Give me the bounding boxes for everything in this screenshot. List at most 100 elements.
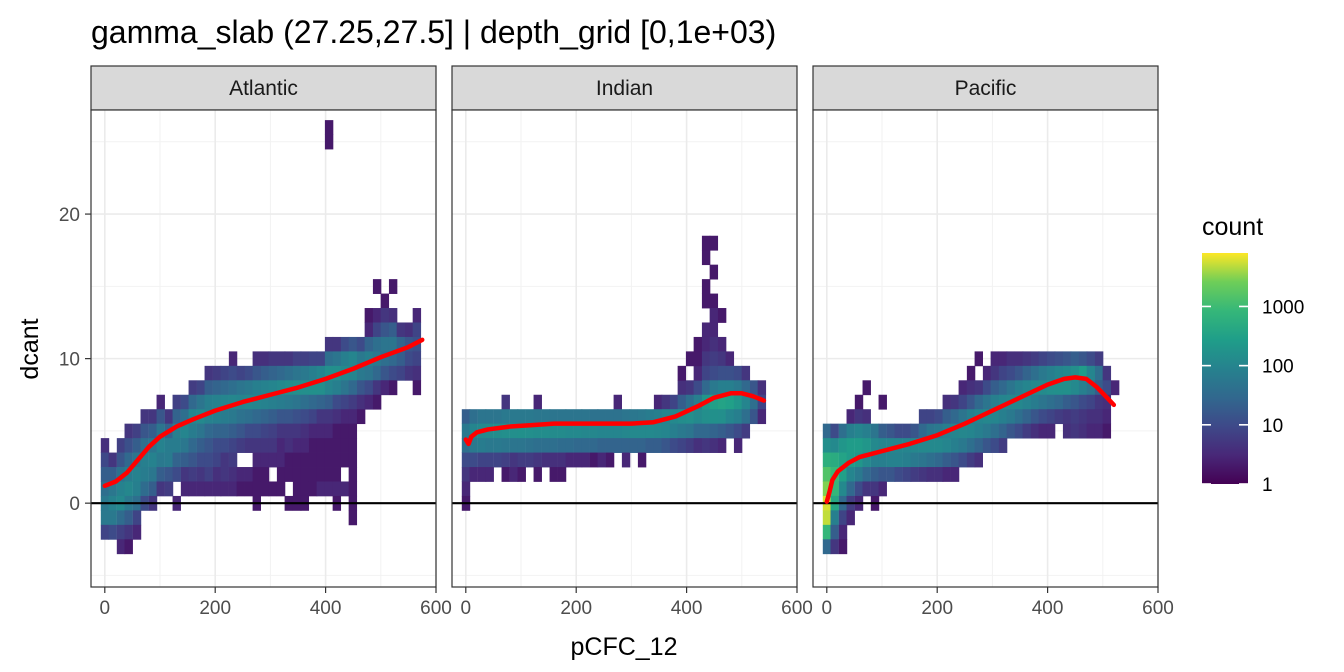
heatmap-bin xyxy=(990,394,1000,410)
heatmap-bin xyxy=(284,423,294,439)
x-axis-title: pCFC_12 xyxy=(571,633,678,661)
heatmap-bin xyxy=(1014,409,1024,425)
heatmap-bin xyxy=(725,423,735,439)
heatmap-bin xyxy=(140,481,149,497)
heatmap-bin xyxy=(477,409,487,425)
heatmap-bin xyxy=(501,438,510,453)
heatmap-bin xyxy=(501,452,510,468)
heatmap-bin xyxy=(717,365,727,381)
heatmap-bin xyxy=(124,524,133,540)
heatmap-bin xyxy=(388,380,398,396)
heatmap-bin xyxy=(677,409,687,425)
heatmap-bin xyxy=(204,481,213,497)
heatmap-bin xyxy=(316,452,326,468)
heatmap-bin xyxy=(469,438,478,453)
heatmap-bin xyxy=(822,510,832,526)
heatmap-bin xyxy=(581,452,590,468)
heatmap-bin xyxy=(276,351,286,367)
heatmap-bin xyxy=(701,235,711,251)
heatmap-bin xyxy=(348,452,358,468)
heatmap-bin xyxy=(324,380,334,396)
heatmap-bin xyxy=(557,452,567,468)
facet-panel-pacific: Pacific 0 200 400 600 xyxy=(812,65,1174,619)
heatmap-bin xyxy=(1054,351,1064,367)
heatmap-bin xyxy=(565,423,574,439)
heatmap-bin xyxy=(132,467,142,482)
heatmap-bin xyxy=(950,423,960,439)
heatmap-bin xyxy=(252,481,261,497)
heatmap-bin xyxy=(252,380,261,396)
heatmap-bin xyxy=(1038,409,1048,425)
heatmap-bin xyxy=(621,409,631,425)
heatmap-bin xyxy=(629,438,639,453)
heatmap-bin xyxy=(188,467,197,482)
heatmap-bin xyxy=(822,524,832,540)
heatmap-bin xyxy=(1094,394,1104,410)
heatmap-bin xyxy=(268,423,278,439)
heatmap-bin xyxy=(1022,409,1032,425)
heatmap-bin xyxy=(974,394,983,410)
heatmap-bin xyxy=(1070,423,1080,439)
heatmap-bin xyxy=(709,351,719,367)
heatmap-bin xyxy=(1022,351,1032,367)
heatmap-bin xyxy=(685,409,695,425)
heatmap-bin xyxy=(332,336,342,352)
heatmap-bin xyxy=(228,380,238,396)
heatmap-bin xyxy=(709,235,719,251)
heatmap-bin xyxy=(1078,380,1088,396)
heatmap-bin xyxy=(461,423,471,439)
y-tick-label: 10 xyxy=(59,350,80,371)
heatmap-bin xyxy=(1014,380,1024,396)
heatmap-bin xyxy=(1046,409,1056,425)
heatmap-bin xyxy=(870,423,880,439)
heatmap-bin xyxy=(509,467,519,482)
heatmap-bin xyxy=(316,467,326,482)
heatmap-bin xyxy=(693,394,703,410)
heatmap-bin xyxy=(549,452,558,468)
heatmap-bin xyxy=(838,524,848,540)
heatmap-bin xyxy=(100,438,110,453)
heatmap-bin xyxy=(380,308,390,323)
heatmap-bin xyxy=(1094,351,1104,367)
heatmap-bin xyxy=(1070,394,1080,410)
heatmap-bin xyxy=(372,322,382,338)
heatmap-bin xyxy=(549,423,558,439)
heatmap-bin xyxy=(300,438,310,453)
heatmap-bin xyxy=(340,452,350,468)
heatmap-bin xyxy=(685,438,695,453)
heatmap-bin xyxy=(541,452,551,468)
heatmap-bin xyxy=(701,351,711,367)
smooth-trend-line xyxy=(824,375,1117,504)
legend-tick-label: 1 xyxy=(1262,475,1273,496)
heatmap-bin xyxy=(942,394,951,410)
heatmap-bin xyxy=(388,351,398,367)
heatmap-bin xyxy=(172,409,181,425)
heatmap-bin xyxy=(974,380,983,396)
heatmap-bin xyxy=(998,394,1008,410)
heatmap-bin xyxy=(878,423,887,439)
heatmap-bin xyxy=(910,452,919,468)
heatmap-bin xyxy=(372,394,382,410)
heatmap-bin xyxy=(461,438,471,453)
heatmap-bin xyxy=(108,510,117,526)
heatmap-bin xyxy=(757,380,767,396)
heatmap-bin xyxy=(356,380,366,396)
heatmap-bin xyxy=(380,293,390,309)
heatmap-bin xyxy=(926,409,935,425)
heatmap-bin xyxy=(1046,365,1056,381)
heatmap-bin xyxy=(1078,423,1088,439)
heatmap-bin xyxy=(276,467,286,482)
heatmap-bin xyxy=(1086,351,1096,367)
heatmap-bin xyxy=(653,394,663,410)
heatmap-bin xyxy=(252,351,261,367)
heatmap-bin xyxy=(1030,351,1040,367)
heatmap-bin xyxy=(717,423,727,439)
heatmap-bin xyxy=(252,423,261,439)
heatmap-bin xyxy=(902,423,912,439)
heatmap-bin xyxy=(228,438,238,453)
heatmap-bin xyxy=(581,438,590,453)
heatmap-bin xyxy=(541,438,551,453)
heatmap-bin xyxy=(605,452,615,468)
heatmap-bin xyxy=(388,308,398,323)
heatmap-bin xyxy=(1086,409,1096,425)
